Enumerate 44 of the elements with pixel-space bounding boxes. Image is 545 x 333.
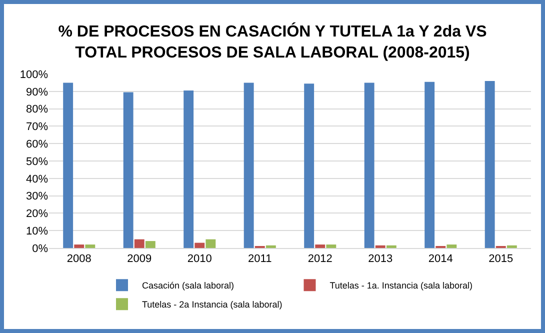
bar (134, 239, 144, 248)
bar (446, 244, 457, 248)
bar (145, 241, 156, 248)
y-tick-label: 80% (26, 104, 48, 116)
y-tick-label: 0% (32, 242, 48, 255)
bar (123, 92, 134, 248)
y-tick-label: 20% (26, 208, 48, 220)
bar (244, 82, 254, 248)
bar (506, 245, 517, 248)
bar (74, 244, 84, 248)
bar (326, 244, 336, 248)
y-tick-label: 70% (26, 121, 48, 134)
x-tick-label: 2014 (428, 253, 453, 266)
y-tick-label: 60% (26, 138, 48, 150)
bar (85, 244, 96, 248)
y-tick-label: 100% (20, 68, 48, 81)
x-tick-label: 2009 (127, 253, 152, 266)
legend-label: Casación (sala laboral) (142, 280, 234, 291)
y-tick-label: 90% (26, 86, 48, 98)
chart-title: % DE PROCESOS EN CASACIÓN Y TUTELA 1a Y 2da VS TOTAL PROCESOS DE SALA LABORAL (2008-2015) (58, 22, 488, 62)
bar (424, 82, 435, 248)
legend-label: Tutelas - 2a Instancia (sala laboral) (142, 300, 282, 310)
bar (375, 245, 386, 248)
bar (206, 239, 216, 248)
x-tick-label: 2012 (308, 253, 332, 266)
x-tick-label: 2015 (488, 253, 514, 266)
bar (315, 244, 326, 248)
y-tick-label: 40% (26, 173, 48, 186)
x-tick-label: 2011 (248, 253, 272, 266)
bar (386, 245, 396, 248)
bar (184, 90, 194, 248)
legend-label: Tutelas - 1a. Instancia (sala laboral) (330, 280, 472, 291)
x-tick-label: 2010 (187, 253, 212, 266)
bar (63, 82, 74, 248)
x-tick-label: 2008 (66, 253, 92, 266)
bar (364, 82, 374, 248)
bar (194, 242, 205, 248)
bar (266, 245, 276, 248)
y-tick-label: 50% (26, 156, 48, 168)
y-tick-label: 10% (26, 225, 48, 238)
bar (484, 80, 495, 248)
x-tick-label: 2013 (368, 253, 393, 266)
y-tick-label: 30% (26, 190, 48, 203)
bar (304, 84, 314, 248)
